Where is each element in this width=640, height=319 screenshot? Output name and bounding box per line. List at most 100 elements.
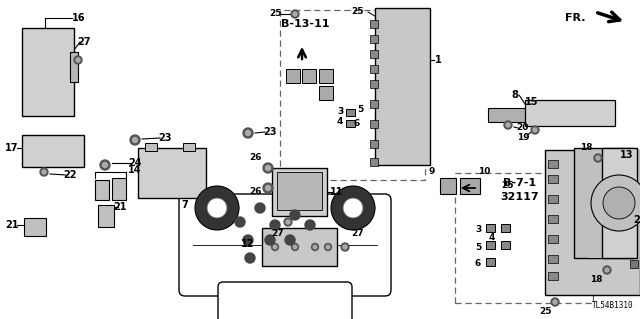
Circle shape xyxy=(40,168,48,176)
Circle shape xyxy=(326,245,330,249)
Circle shape xyxy=(603,266,611,274)
Text: 16: 16 xyxy=(72,13,86,23)
Text: B-13-11: B-13-11 xyxy=(281,19,329,29)
Text: 9: 9 xyxy=(429,167,435,176)
Text: 5: 5 xyxy=(475,243,481,253)
Text: 1: 1 xyxy=(435,55,442,65)
Text: FR.: FR. xyxy=(564,13,585,23)
Text: 27: 27 xyxy=(77,37,91,47)
Text: 2: 2 xyxy=(634,215,640,225)
Circle shape xyxy=(273,245,276,249)
Bar xyxy=(370,100,378,108)
Bar xyxy=(501,224,510,232)
Bar xyxy=(545,150,640,295)
Bar xyxy=(548,195,558,203)
Bar xyxy=(630,240,638,248)
Bar xyxy=(548,175,558,183)
Circle shape xyxy=(266,186,271,190)
Bar xyxy=(370,35,378,43)
Bar xyxy=(370,50,378,58)
Text: 21: 21 xyxy=(113,202,127,212)
Text: 3: 3 xyxy=(475,226,481,234)
Circle shape xyxy=(531,126,539,134)
Bar xyxy=(370,120,378,128)
Text: 18: 18 xyxy=(589,276,602,285)
Bar xyxy=(460,178,480,194)
Bar xyxy=(370,140,378,148)
Bar xyxy=(525,100,615,126)
Bar xyxy=(370,65,378,73)
Text: B-7-1: B-7-1 xyxy=(504,178,536,188)
Circle shape xyxy=(255,203,265,213)
Bar xyxy=(112,178,126,200)
Bar xyxy=(70,52,78,82)
Text: 21: 21 xyxy=(5,220,19,230)
Text: 15: 15 xyxy=(525,97,539,107)
Bar xyxy=(630,180,638,188)
Bar xyxy=(501,241,510,249)
Circle shape xyxy=(271,243,278,250)
Bar xyxy=(346,109,355,116)
Bar xyxy=(22,28,74,116)
Text: 5: 5 xyxy=(357,106,363,115)
Circle shape xyxy=(102,162,108,167)
Circle shape xyxy=(603,187,635,219)
Bar xyxy=(302,69,316,83)
Circle shape xyxy=(504,121,512,129)
Bar xyxy=(286,69,300,83)
Circle shape xyxy=(243,128,253,138)
Bar xyxy=(548,215,558,223)
Circle shape xyxy=(74,56,82,64)
Text: 25: 25 xyxy=(502,182,515,190)
Circle shape xyxy=(551,298,559,306)
Circle shape xyxy=(235,217,245,227)
Circle shape xyxy=(270,220,280,230)
Bar xyxy=(486,224,495,232)
Circle shape xyxy=(305,220,315,230)
Circle shape xyxy=(605,268,609,272)
Text: 25: 25 xyxy=(269,10,281,19)
Circle shape xyxy=(245,253,255,263)
Bar xyxy=(548,235,558,243)
Text: 20: 20 xyxy=(516,123,528,132)
Circle shape xyxy=(132,137,138,143)
Bar xyxy=(455,173,593,303)
Circle shape xyxy=(130,135,140,145)
Bar xyxy=(319,69,333,83)
Circle shape xyxy=(313,245,317,249)
Bar xyxy=(630,220,638,228)
Text: 18: 18 xyxy=(580,144,592,152)
Text: 22: 22 xyxy=(63,170,77,180)
Circle shape xyxy=(291,243,298,250)
Bar xyxy=(95,180,109,200)
Bar xyxy=(548,160,558,168)
Bar xyxy=(548,255,558,263)
Text: 24: 24 xyxy=(128,158,141,168)
Bar xyxy=(574,148,634,258)
Circle shape xyxy=(341,243,349,251)
Circle shape xyxy=(100,160,110,170)
Circle shape xyxy=(263,163,273,173)
Circle shape xyxy=(506,123,510,127)
Circle shape xyxy=(195,186,239,230)
Circle shape xyxy=(312,243,319,250)
Circle shape xyxy=(290,210,300,220)
Bar xyxy=(98,205,114,227)
Text: 6: 6 xyxy=(354,118,360,128)
Text: 6: 6 xyxy=(475,258,481,268)
Bar xyxy=(440,178,456,194)
FancyBboxPatch shape xyxy=(218,282,352,319)
Text: 11: 11 xyxy=(330,187,344,197)
Circle shape xyxy=(76,58,80,62)
Bar xyxy=(145,143,157,151)
Text: 25: 25 xyxy=(352,8,364,17)
Polygon shape xyxy=(375,8,430,165)
Text: 25: 25 xyxy=(539,308,551,316)
Text: 3: 3 xyxy=(337,108,343,116)
Text: 19: 19 xyxy=(516,133,529,143)
Circle shape xyxy=(42,170,46,174)
Text: 26: 26 xyxy=(250,152,262,161)
Text: 23: 23 xyxy=(158,133,172,143)
Circle shape xyxy=(324,243,332,250)
Text: TL54B1310: TL54B1310 xyxy=(593,301,634,310)
